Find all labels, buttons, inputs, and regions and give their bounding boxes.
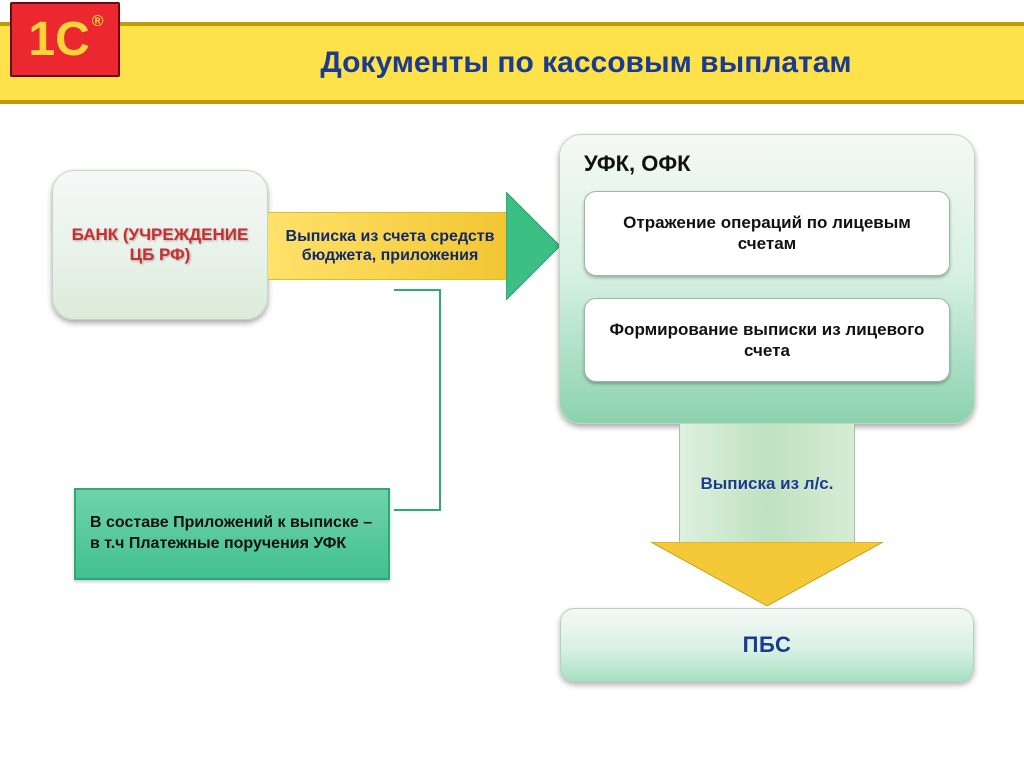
down-arrow: Выписка из л/с.: [651, 424, 883, 606]
pbs-box: ПБС: [560, 608, 974, 682]
title-band: Документы по кассовым выплатам: [0, 22, 1024, 104]
pbs-label: ПБС: [743, 632, 792, 658]
ufk-panel: УФК, ОФК Отражение операций по лицевым с…: [559, 134, 975, 424]
arrow-head-right: [506, 192, 560, 300]
logo-text: 1C: [28, 12, 89, 67]
arrow-head-down: [651, 542, 883, 606]
bank-box: БАНК (УЧРЕЖДЕНИЕ ЦБ РФ): [52, 170, 268, 320]
horizontal-arrow: Выписка из счета средств бюджета, прилож…: [268, 192, 560, 300]
header: Документы по кассовым выплатам 1C ®: [0, 0, 1024, 112]
callout-text: В составе Приложений к выписке – в т.ч П…: [90, 513, 374, 555]
ufk-item-2: Формирование выписки из лицевого счета: [584, 298, 950, 383]
callout-leader-path: [394, 290, 440, 510]
logo-reg: ®: [92, 13, 104, 31]
page-title: Документы по кассовым выплатам: [320, 46, 851, 80]
ufk-item-1: Отражение операций по лицевым счетам: [584, 191, 950, 276]
ufk-panel-title: УФК, ОФК: [584, 151, 950, 177]
logo-1c: 1C ®: [10, 2, 120, 77]
horizontal-arrow-head: [506, 192, 560, 300]
bank-box-label: БАНК (УЧРЕЖДЕНИЕ ЦБ РФ): [71, 225, 249, 265]
down-arrow-label: Выписка из л/с.: [679, 424, 855, 544]
diagram-canvas: БАНК (УЧРЕЖДЕНИЕ ЦБ РФ) Выписка из счета…: [0, 112, 1024, 752]
down-arrow-head: [651, 542, 883, 606]
callout-box: В составе Приложений к выписке – в т.ч П…: [74, 488, 390, 580]
horizontal-arrow-label: Выписка из счета средств бюджета, прилож…: [268, 212, 512, 280]
callout-leader-line: [390, 286, 444, 514]
